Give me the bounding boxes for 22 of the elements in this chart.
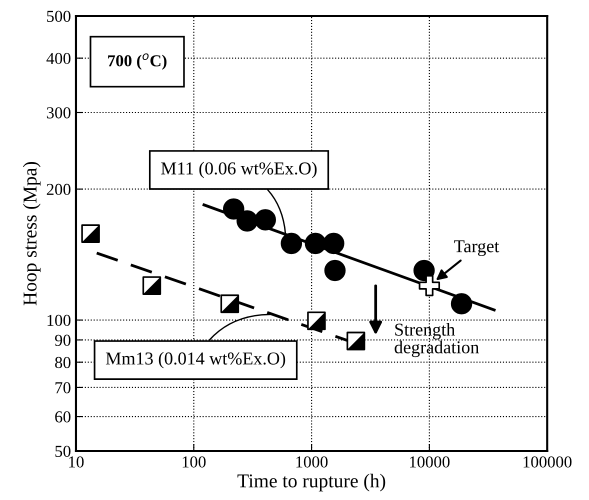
annotation: Mm13 (0.014 wt%Ex.O) (106, 352, 286, 368)
x-tick-label: 100 (182, 456, 206, 468)
y-tick-label: 300 (46, 107, 70, 118)
y-axis-title: Hoop stress (Mpa) (22, 162, 41, 306)
x-tick-label: 10 (69, 456, 84, 468)
y-tick-label: 500 (47, 10, 70, 22)
y-tick-label: 70 (56, 382, 70, 394)
annotation: 700 ($^{o}$C) (108, 53, 166, 70)
annotation: Strength degradation (394, 323, 479, 358)
y-tick-label: 100 (48, 314, 70, 326)
y-tick-label: 80 (55, 356, 70, 368)
y-tick-label: 60 (55, 411, 70, 423)
x-tick-label: 100000 (524, 456, 572, 468)
x-tick-label: 10000 (410, 456, 450, 468)
x-axis-title: Time to rupture (h) (237, 474, 386, 492)
y-tick-label: 200 (46, 184, 70, 196)
annotation: M11 (0.06 wt%Ex.O) (161, 162, 317, 178)
annotation: Target (454, 240, 500, 256)
y-tick-label: 50 (55, 446, 70, 457)
y-tick-label: 90 (54, 334, 70, 346)
x-tick-label: 1000 (296, 456, 328, 468)
y-tick-label: 400 (46, 52, 70, 64)
